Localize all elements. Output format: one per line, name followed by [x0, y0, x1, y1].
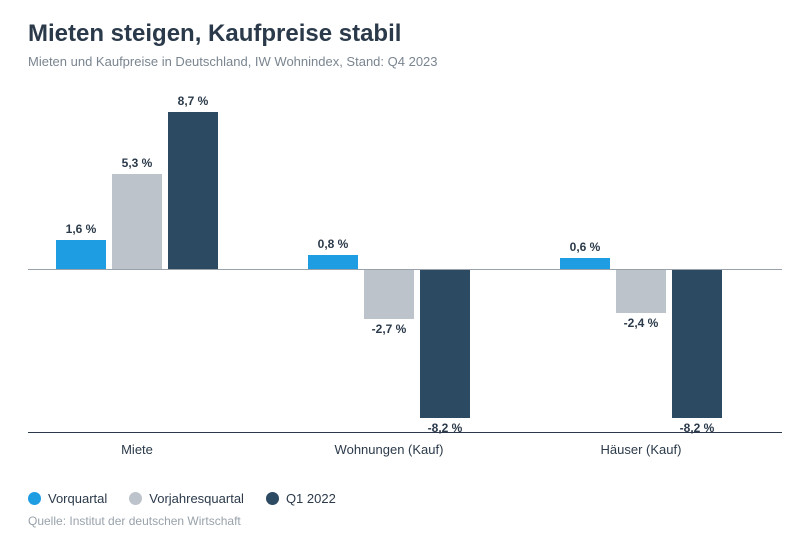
chart-title: Mieten steigen, Kaufpreise stabil	[28, 20, 782, 48]
legend-item: Q1 2022	[266, 491, 336, 506]
bar-value-label: 5,3 %	[102, 156, 172, 170]
bar-chart: 1,6 % 5,3 % 8,7 % Miete 0,8 % -2,7 % -8,2 % Woh…	[28, 87, 782, 457]
bar-value-label: -2,7 %	[354, 322, 424, 336]
bar	[560, 258, 610, 269]
legend-item: Vorquartal	[28, 491, 107, 506]
legend-label: Vorjahresquartal	[149, 491, 244, 506]
bar-value-label: 0,6 %	[550, 240, 620, 254]
bar	[168, 112, 218, 269]
legend-item: Vorjahresquartal	[129, 491, 244, 506]
bar-value-label: 1,6 %	[46, 222, 116, 236]
bar	[364, 270, 414, 319]
bar-value-label: -8,2 %	[410, 421, 480, 435]
category-label: Häuser (Kauf)	[601, 442, 682, 457]
legend-swatch	[266, 492, 279, 505]
legend-swatch	[129, 492, 142, 505]
bar	[112, 174, 162, 269]
legend-label: Q1 2022	[286, 491, 336, 506]
category-label: Wohnungen (Kauf)	[335, 442, 444, 457]
legend-label: Vorquartal	[48, 491, 107, 506]
bar	[672, 270, 722, 418]
bar-value-label: 0,8 %	[298, 237, 368, 251]
bar	[420, 270, 470, 418]
bar	[56, 240, 106, 269]
legend: Vorquartal Vorjahresquartal Q1 2022	[28, 491, 336, 506]
bar-value-label: -8,2 %	[662, 421, 732, 435]
category-label: Miete	[121, 442, 153, 457]
bar-value-label: 8,7 %	[158, 94, 228, 108]
bar	[616, 270, 666, 313]
bar	[308, 255, 358, 269]
source-label: Quelle: Institut der deutschen Wirtschaf…	[28, 514, 241, 528]
bar-value-label: -2,4 %	[606, 316, 676, 330]
chart-subtitle: Mieten und Kaufpreise in Deutschland, IW…	[28, 54, 782, 69]
legend-swatch	[28, 492, 41, 505]
